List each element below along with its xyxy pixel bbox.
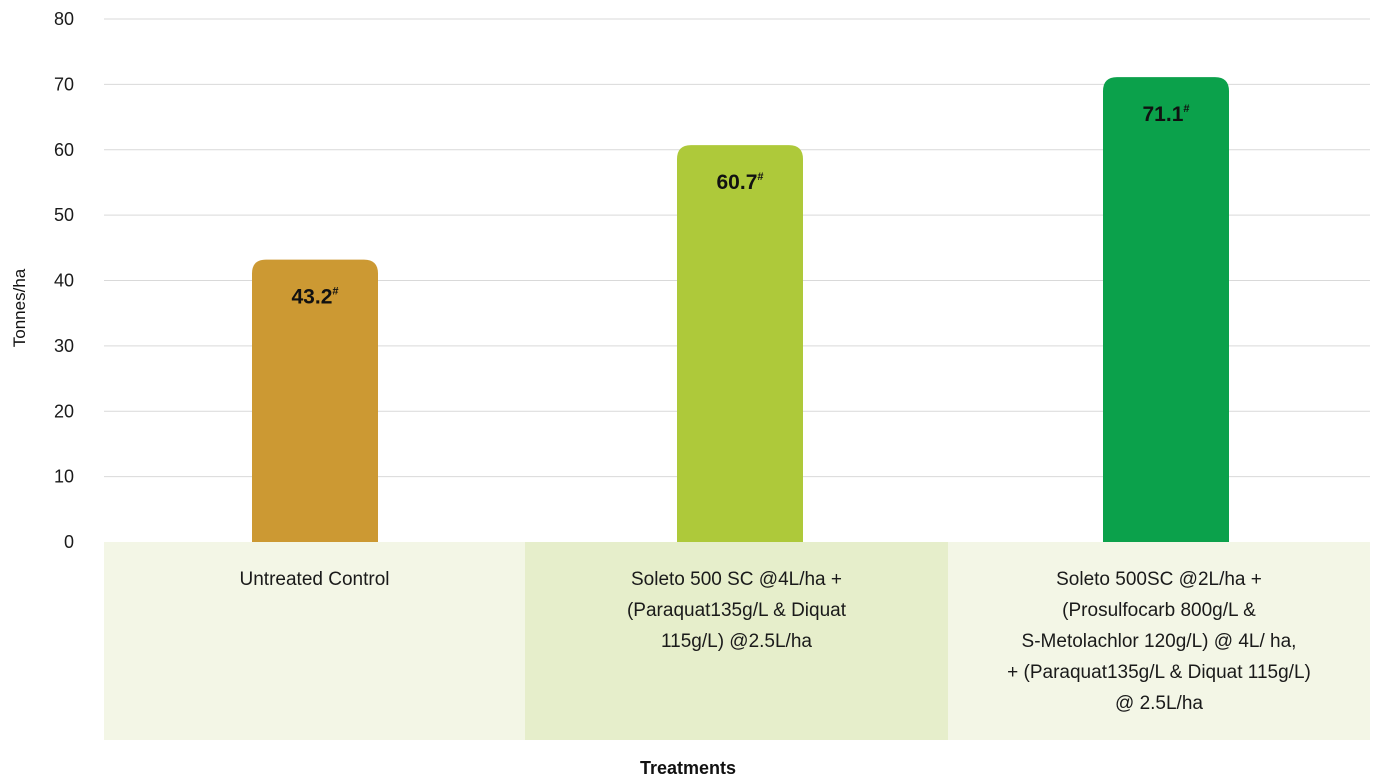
y-axis-title: Tonnes/ha xyxy=(10,268,29,348)
x-axis-title: Treatments xyxy=(639,758,737,778)
bar xyxy=(1103,77,1229,542)
data-label: 60.7# xyxy=(717,171,764,194)
y-tick-label: 20 xyxy=(54,401,74,421)
y-tick-label: 30 xyxy=(54,336,74,356)
data-label-superscript: # xyxy=(757,171,763,183)
x-tick-label: Untreated Control xyxy=(239,569,390,590)
data-label-superscript: # xyxy=(1183,103,1189,115)
y-tick-label: 0 xyxy=(64,532,74,552)
data-labels: 43.2# 60.7# 71.1# xyxy=(292,103,1190,308)
y-tick-label: 40 xyxy=(54,271,74,291)
y-tick-label: 80 xyxy=(54,9,74,29)
bars xyxy=(252,77,1229,542)
category-band: Soleto 500 SC @4L/ha + (Paraquat135g/L &… xyxy=(525,542,948,740)
data-label: 71.1# xyxy=(1143,103,1190,126)
bar xyxy=(677,145,803,542)
category-band: Soleto 500SC @2L/ha + (Prosulfocarb 800g… xyxy=(948,542,1370,740)
x-tick-label: Soleto 500SC @2L/ha + (Prosulfocarb 800g… xyxy=(1007,569,1311,714)
bar xyxy=(252,259,378,542)
y-tick-label: 60 xyxy=(54,140,74,160)
category-band: Untreated Control xyxy=(104,542,525,740)
y-tick-label: 10 xyxy=(54,467,74,487)
x-tick-label: Soleto 500 SC @4L/ha + (Paraquat135g/L &… xyxy=(626,569,846,652)
y-tick-label: 50 xyxy=(54,205,74,225)
data-label: 43.2# xyxy=(292,286,339,309)
data-label-superscript: # xyxy=(332,286,338,298)
y-axis-ticks: 0 10 20 30 40 50 60 70 80 xyxy=(54,9,74,552)
y-tick-label: 70 xyxy=(54,74,74,94)
